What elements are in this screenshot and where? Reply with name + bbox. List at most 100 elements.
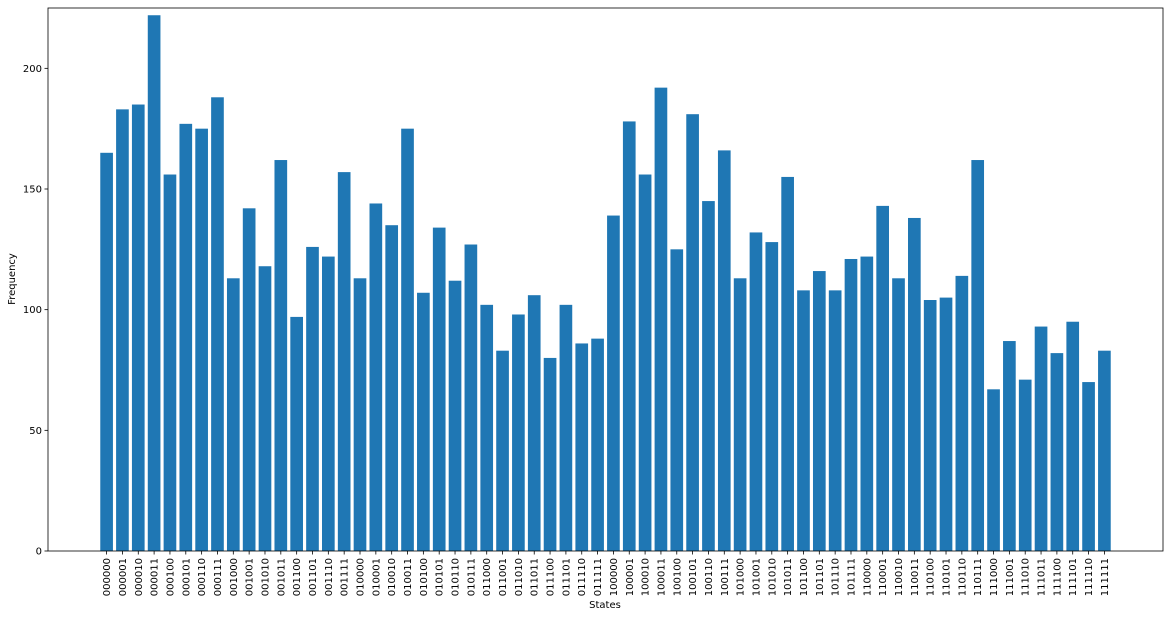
bar-010110 [448, 280, 462, 551]
bar-000111 [211, 97, 224, 551]
bar-010000 [353, 278, 367, 551]
x-tick-label: 001110 [324, 558, 335, 596]
bar-001100 [290, 316, 303, 551]
bar-011111 [591, 338, 604, 551]
x-tick-label: 000010 [134, 558, 145, 596]
bar-100100 [670, 249, 684, 551]
x-tick-label: 011001 [498, 558, 509, 596]
bar-011110 [575, 343, 589, 551]
x-tick-label: 001001 [245, 558, 256, 596]
x-tick-label: 000001 [118, 558, 129, 596]
x-tick-label: 101010 [767, 558, 778, 596]
x-tick-label: 010011 [403, 558, 414, 596]
bar-001011 [274, 160, 288, 552]
bar-110001 [876, 205, 889, 551]
bar-000110 [195, 128, 208, 552]
x-tick-label: 100110 [704, 558, 715, 596]
y-tick-label: 200 [23, 64, 42, 75]
bar-111010 [1018, 379, 1032, 551]
x-tick-label: 010010 [387, 558, 398, 596]
x-tick-label: 011000 [482, 558, 493, 596]
bar-001110 [322, 256, 335, 551]
y-axis-label: Frequency [7, 253, 18, 305]
x-tick-label: 000000 [102, 558, 113, 596]
x-tick-label: 000100 [165, 558, 176, 596]
x-tick-label: 000101 [181, 558, 192, 596]
bar-010101 [432, 227, 446, 552]
bar-001001 [242, 208, 256, 551]
bar-110100 [923, 300, 937, 551]
x-tick-label: 010000 [356, 558, 367, 596]
bar-100001 [622, 121, 636, 552]
x-axis-ticks: 000000 000001 000010 000011 000100 000101 0001… [102, 551, 1111, 596]
y-tick-label: 0 [36, 547, 42, 558]
bar-111110 [1082, 382, 1095, 551]
bar-111111 [1098, 350, 1111, 551]
bar-100000 [607, 215, 620, 552]
x-tick-label: 111101 [1068, 558, 1079, 596]
bar-110110 [955, 275, 969, 551]
bar-011100 [543, 357, 557, 551]
bar-011101 [559, 304, 573, 551]
x-tick-label: 101011 [783, 558, 794, 596]
x-tick-label: 101100 [799, 558, 810, 596]
bar-000010 [131, 104, 145, 551]
x-tick-label: 100010 [641, 558, 652, 596]
bar-000001 [116, 109, 129, 552]
bar-101011 [781, 176, 794, 551]
bar-100010 [638, 174, 652, 551]
x-tick-label: 101101 [815, 558, 826, 596]
bar-101000 [733, 278, 747, 551]
x-tick-label: 001101 [308, 558, 319, 596]
x-tick-label: 111111 [1100, 558, 1111, 596]
bar-001000 [226, 278, 240, 551]
x-tick-label: 100101 [688, 558, 699, 596]
x-tick-label: 010111 [466, 558, 477, 596]
x-tick-label: 110001 [878, 558, 889, 596]
x-tick-label: 111010 [1021, 558, 1032, 596]
bar-000000 [100, 152, 113, 552]
bar-011000 [480, 304, 494, 551]
x-tick-label: 100111 [720, 558, 731, 596]
x-tick-label: 011100 [546, 558, 557, 596]
y-tick-label: 50 [29, 426, 42, 437]
x-tick-label: 100011 [656, 558, 667, 596]
x-tick-label: 000110 [197, 558, 208, 596]
bar-110000 [860, 256, 874, 551]
bar-100101 [686, 114, 699, 551]
bar-001111 [337, 172, 351, 552]
bar-101010 [765, 242, 779, 551]
bar-100011 [654, 87, 668, 551]
bar-000100 [163, 174, 177, 551]
x-tick-label: 000111 [213, 558, 224, 596]
bar-111100 [1050, 353, 1064, 551]
bar-100111 [717, 150, 731, 551]
x-tick-label: 111001 [1005, 558, 1016, 596]
bar-101110 [828, 290, 842, 551]
x-tick-label: 010100 [419, 558, 430, 596]
x-tick-label: 001010 [260, 558, 271, 596]
x-tick-label: 110010 [894, 558, 905, 596]
x-tick-label: 010110 [451, 558, 462, 596]
x-tick-label: 011011 [530, 558, 541, 596]
x-tick-label: 011111 [593, 558, 604, 596]
x-tick-label: 110111 [973, 558, 984, 596]
bar-010100 [417, 292, 430, 551]
x-axis-label: States [589, 600, 621, 611]
y-tick-label: 100 [23, 305, 42, 316]
x-tick-label: 111011 [1037, 558, 1048, 596]
x-tick-label: 111110 [1084, 558, 1095, 596]
x-tick-label: 111000 [989, 558, 1000, 596]
bar-111001 [1003, 341, 1016, 551]
bar-001101 [306, 246, 319, 552]
bar-101100 [797, 290, 810, 551]
x-tick-label: 101110 [831, 558, 842, 596]
x-tick-label: 001111 [340, 558, 351, 596]
bar-111011 [1034, 326, 1048, 551]
bar-010111 [464, 244, 478, 551]
bar-101111 [844, 258, 858, 551]
bar-010001 [369, 203, 383, 552]
bar-100110 [702, 201, 715, 551]
x-tick-label: 101000 [736, 558, 747, 596]
bar-110010 [892, 278, 905, 551]
